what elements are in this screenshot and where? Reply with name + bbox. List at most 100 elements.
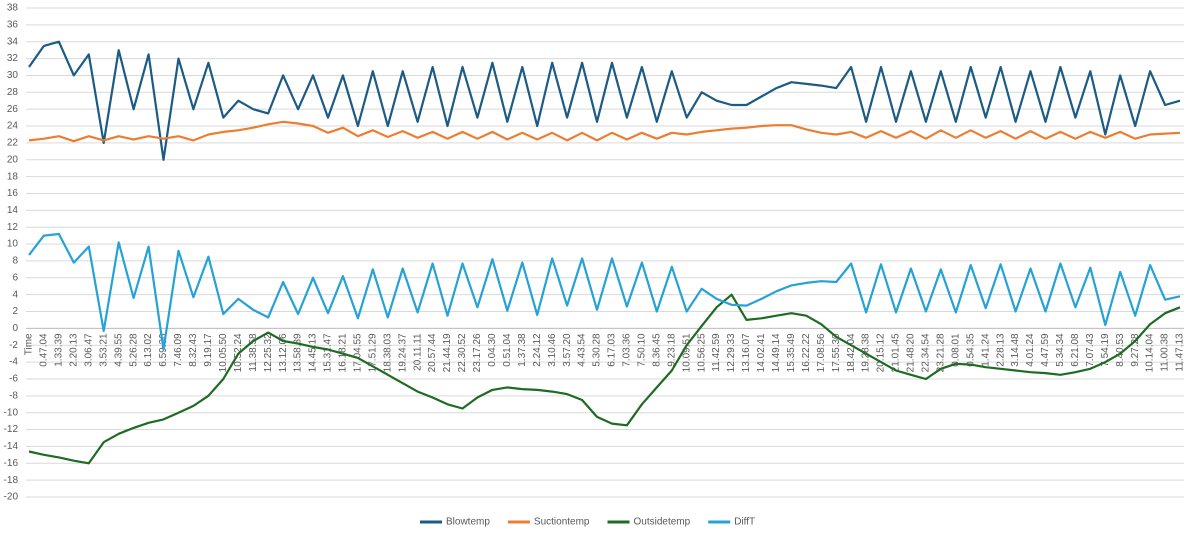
y-tick-label: 2 [12, 306, 18, 317]
y-tick-label: 4 [12, 289, 18, 300]
y-tick-label: -20 [4, 492, 19, 503]
y-tick-label: 32 [7, 53, 19, 64]
series-line [28, 232, 1181, 351]
x-tick-label: 17.04.55 [352, 333, 363, 372]
y-tick-label: 14 [7, 205, 19, 216]
x-tick-label: 15.35.49 [786, 333, 797, 372]
x-tick-label: 14.02.41 [756, 333, 767, 372]
x-tick-label: 0.54.35 [965, 333, 976, 367]
x-tick-label: 6.17.03 [607, 333, 618, 367]
x-tick-label: 15.31.47 [323, 333, 334, 372]
x-tick-label: 2.24.12 [532, 333, 543, 367]
x-tick-label: 18.42.04 [846, 333, 857, 372]
y-tick-label: -4 [9, 357, 18, 368]
x-tick-label: 3.53.21 [98, 333, 109, 367]
x-tick-label: 21.44.19 [442, 333, 453, 372]
x-tick-label: 13.16.07 [741, 333, 752, 372]
x-tick-label: 7.07.43 [1085, 333, 1096, 367]
x-tick-label: 12.25.32 [263, 333, 274, 372]
x-tick-label: 0.04.30 [487, 333, 498, 367]
x-tick-label: 6.21.08 [1070, 333, 1081, 367]
legend-label: DiffT [734, 517, 755, 528]
x-tick-label: 20.15.12 [876, 333, 887, 372]
x-tick-label: 10.05.50 [218, 333, 229, 372]
x-tick-label: 9.19.17 [203, 333, 214, 367]
x-tick-label: 22.34.54 [921, 333, 932, 372]
x-tick-label: 13.12.06 [278, 333, 289, 372]
x-tick-label: 7.50.10 [637, 333, 648, 367]
x-tick-label: 1.33.39 [54, 333, 65, 367]
x-tick-label: 5.30.28 [592, 333, 603, 367]
series-line [28, 40, 1181, 161]
y-tick-label: -12 [4, 424, 19, 435]
y-tick-label: 18 [7, 171, 19, 182]
y-tick-label: 0 [12, 323, 18, 334]
y-tick-label: -8 [9, 390, 18, 401]
y-tick-label: -16 [4, 458, 19, 469]
x-tick-label: 10.56.25 [696, 333, 707, 372]
x-tick-label: 4.47.59 [1040, 333, 1051, 367]
x-tick-label: 7.54.19 [1100, 333, 1111, 367]
x-tick-label: 0.08.01 [950, 333, 961, 367]
y-tick-label: -14 [4, 441, 19, 452]
x-tick-label: 1.41.24 [980, 333, 991, 367]
x-tick-label: 21.01.45 [891, 333, 902, 372]
x-tick-label: 7.46.09 [173, 333, 184, 367]
x-tick-label: 0.47.04 [39, 333, 50, 367]
y-tick-label: -6 [9, 374, 18, 385]
x-tick-label: 4.01.24 [1025, 333, 1036, 367]
y-tick-label: 30 [7, 70, 19, 81]
x-tick-label: 1.37.38 [517, 333, 528, 367]
x-tick-label: 3.10.46 [547, 333, 558, 367]
y-tick-label: 28 [7, 87, 19, 98]
x-tick-label: 9.23.18 [666, 333, 677, 367]
x-tick-label: 3.06.47 [83, 333, 94, 367]
y-tick-label: 8 [12, 256, 18, 267]
x-tick-label: 11.42.59 [711, 333, 722, 372]
y-tick-label: 26 [7, 104, 19, 115]
x-tick-label: 19.24.37 [397, 333, 408, 372]
x-tick-label: Time [24, 333, 35, 355]
y-tick-label: 16 [7, 188, 19, 199]
x-tick-label: 16.22.22 [801, 333, 812, 372]
x-tick-label: 6.13.02 [143, 333, 154, 367]
y-tick-label: 38 [7, 3, 19, 14]
y-tick-label: 24 [7, 121, 19, 132]
x-tick-label: 18.38.03 [382, 333, 393, 372]
x-tick-label: 3.14.48 [1010, 333, 1021, 367]
y-tick-label: 6 [12, 272, 18, 283]
x-tick-label: 17.08.56 [816, 333, 827, 372]
x-tick-label: 5.26.28 [128, 333, 139, 367]
x-tick-label: 22.30.52 [457, 333, 468, 372]
x-tick-label: 8.40.53 [1115, 333, 1126, 367]
x-tick-label: 9.27.28 [1130, 333, 1141, 367]
x-tick-label: 3.57.20 [562, 333, 573, 367]
x-tick-label: 10.09.51 [681, 333, 692, 372]
y-tick-label: 10 [7, 239, 19, 250]
x-tick-label: 11.38.58 [248, 333, 259, 372]
x-tick-label: 2.20.13 [68, 333, 79, 367]
x-tick-label: 23.17.26 [472, 333, 483, 372]
legend-label: Blowtemp [446, 517, 490, 528]
y-tick-label: 34 [7, 36, 19, 47]
y-tick-label: 20 [7, 154, 19, 165]
legend-label: Suctiontemp [534, 517, 590, 528]
x-tick-label: 4.43.54 [577, 333, 588, 367]
x-tick-label: 11.47.13 [1175, 333, 1186, 372]
x-tick-label: 2.28.13 [995, 333, 1006, 367]
x-tick-label: 12.29.33 [726, 333, 737, 372]
y-tick-label: -18 [4, 475, 19, 486]
series-line [28, 293, 1181, 465]
x-tick-label: 5.34.34 [1055, 333, 1066, 367]
x-tick-label: 17.55.30 [831, 333, 842, 372]
x-tick-label: 20.57.44 [427, 333, 438, 372]
series-line [28, 120, 1181, 143]
x-tick-label: 21.48.20 [906, 333, 917, 372]
x-tick-label: 0.51.04 [502, 333, 513, 367]
y-tick-label: 12 [7, 222, 19, 233]
y-tick-label: -10 [4, 407, 19, 418]
y-tick-label: 36 [7, 20, 19, 31]
x-tick-label: 7.03.36 [622, 333, 633, 367]
x-tick-label: 23.21.28 [935, 333, 946, 372]
